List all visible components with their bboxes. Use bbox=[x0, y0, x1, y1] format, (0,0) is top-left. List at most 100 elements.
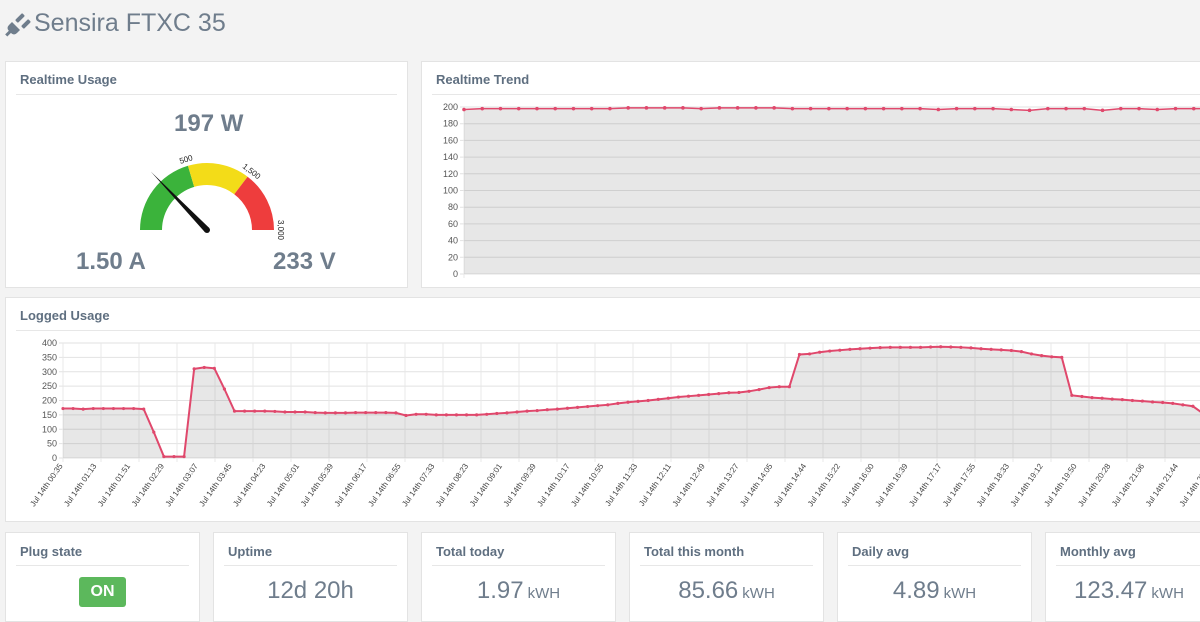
data-point bbox=[1191, 106, 1196, 111]
data-point bbox=[676, 395, 680, 399]
x-tick-label: Jul 14th 21:44 bbox=[1144, 462, 1181, 509]
data-point bbox=[954, 106, 959, 111]
y-tick-label: 0 bbox=[453, 269, 458, 279]
logged-usage-panel: Logged Usage 0 50 100 150 200 250 300 350 400 Jul… bbox=[5, 297, 1200, 522]
data-point bbox=[323, 411, 327, 415]
data-point bbox=[959, 345, 963, 349]
y-tick-label: 80 bbox=[448, 202, 458, 212]
x-tick-label: Jul 14th 05:39 bbox=[299, 462, 336, 509]
data-point bbox=[790, 106, 795, 111]
data-point bbox=[1130, 398, 1134, 403]
daily-avg-value: 4.89 bbox=[892, 577, 940, 604]
data-point bbox=[525, 409, 529, 413]
data-point bbox=[101, 406, 105, 411]
data-point bbox=[767, 385, 771, 390]
data-point bbox=[132, 406, 136, 411]
data-point bbox=[991, 106, 995, 111]
x-tick-label: Jul 14th 09:39 bbox=[502, 462, 539, 509]
power-value: 197 W bbox=[174, 110, 244, 137]
data-point bbox=[845, 106, 849, 111]
x-tick-label: Jul 14th 15:22 bbox=[806, 462, 843, 509]
data-point bbox=[878, 346, 882, 350]
x-tick-label: Jul 14th 04:23 bbox=[231, 462, 268, 509]
monthly-avg-card: Monthly avg 123.47 kWH bbox=[1045, 532, 1200, 622]
data-point bbox=[111, 406, 116, 411]
current-value: 1.50 A bbox=[76, 248, 146, 275]
x-tick-label: Jul 14th 10:55 bbox=[569, 462, 606, 509]
data-point bbox=[364, 410, 368, 415]
x-tick-label: Jul 14th 06:17 bbox=[333, 462, 370, 509]
data-point bbox=[868, 346, 872, 350]
x-tick-label: Jul 14th 14:44 bbox=[772, 462, 809, 509]
stat-value: 123.47 kWH bbox=[1074, 577, 1200, 605]
data-point bbox=[936, 107, 941, 112]
total-month-value: 85.66 bbox=[678, 577, 739, 604]
y-tick-label: 200 bbox=[443, 102, 458, 112]
data-point bbox=[858, 347, 862, 351]
y-tick-label: 300 bbox=[42, 367, 57, 377]
data-point bbox=[863, 106, 868, 111]
data-point bbox=[908, 345, 913, 349]
data-point bbox=[699, 106, 703, 111]
data-point bbox=[454, 413, 459, 417]
data-point bbox=[696, 393, 701, 397]
data-point bbox=[91, 406, 95, 411]
data-point bbox=[918, 345, 923, 349]
data-point bbox=[939, 345, 943, 349]
x-tick-label: Jul 14th 02:29 bbox=[130, 462, 167, 509]
data-point bbox=[152, 430, 156, 434]
x-tick-label: Jul 14th 12:49 bbox=[671, 462, 708, 509]
data-point bbox=[444, 413, 448, 417]
data-point bbox=[232, 409, 237, 413]
data-point bbox=[973, 106, 977, 111]
data-point bbox=[1120, 398, 1124, 402]
data-point bbox=[172, 454, 176, 459]
data-point bbox=[626, 106, 630, 110]
data-point bbox=[263, 409, 267, 413]
data-point bbox=[343, 411, 348, 415]
data-point bbox=[757, 387, 761, 392]
gauge-band bbox=[140, 165, 195, 230]
gauge-band bbox=[187, 163, 248, 195]
x-tick-label: Jul 14th 11:33 bbox=[603, 462, 639, 508]
x-tick-label: Jul 14th 08:23 bbox=[434, 462, 471, 509]
uptime-value: 12d 20h bbox=[267, 577, 354, 604]
data-point bbox=[636, 399, 640, 403]
x-tick-label: Jul 14th 07:33 bbox=[400, 462, 437, 509]
data-point bbox=[333, 411, 337, 415]
data-point bbox=[553, 106, 558, 111]
y-tick-label: 180 bbox=[443, 119, 458, 129]
data-point bbox=[498, 106, 503, 111]
series-line bbox=[463, 107, 1200, 112]
stat-value: 1.97 kWH bbox=[422, 577, 615, 605]
data-point bbox=[717, 392, 721, 396]
panel-title: Realtime Trend bbox=[436, 72, 530, 87]
data-point bbox=[81, 407, 85, 411]
data-point bbox=[142, 407, 146, 411]
x-tick-label: Jul 14th 01:13 bbox=[62, 462, 99, 509]
data-point bbox=[644, 106, 649, 110]
gauge-band bbox=[234, 176, 274, 230]
data-point bbox=[505, 411, 509, 415]
data-point bbox=[717, 106, 722, 110]
data-point bbox=[979, 347, 983, 351]
x-tick-label: Jul 14th 12:11 bbox=[637, 462, 673, 508]
x-tick-label: Jul 14th 01:51 bbox=[96, 462, 133, 509]
data-point bbox=[1039, 354, 1044, 358]
panel-title: Realtime Usage bbox=[20, 72, 117, 87]
data-point bbox=[575, 405, 580, 409]
data-point bbox=[353, 410, 358, 415]
stat-title: Total today bbox=[436, 544, 505, 559]
plug-state-toggle[interactable]: ON bbox=[79, 577, 126, 607]
y-tick-label: 200 bbox=[42, 396, 57, 406]
total-today-card: Total today 1.97 kWH bbox=[421, 532, 616, 622]
panel-title: Logged Usage bbox=[20, 308, 110, 323]
data-point bbox=[515, 410, 519, 414]
data-point bbox=[589, 106, 594, 111]
x-tick-label: Jul 14th 03:45 bbox=[197, 462, 234, 509]
data-point bbox=[303, 410, 307, 414]
data-point bbox=[969, 346, 973, 350]
gauge-needle bbox=[150, 171, 210, 233]
y-tick-label: 100 bbox=[443, 186, 458, 196]
